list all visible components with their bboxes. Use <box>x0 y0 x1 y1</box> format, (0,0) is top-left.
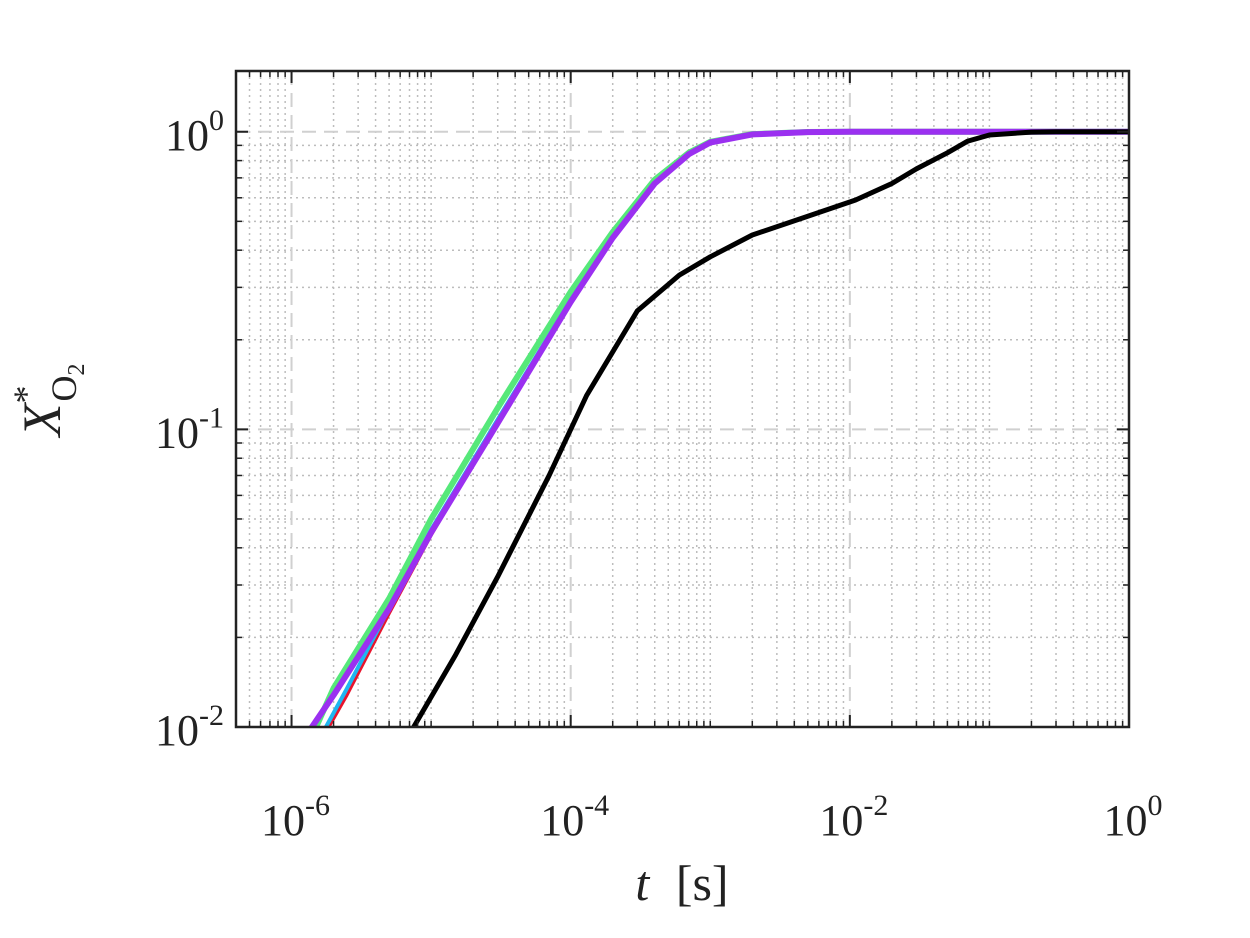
x-tick-exponent: -2 <box>863 789 888 822</box>
y-axis-superscript: * <box>6 386 46 404</box>
grid <box>235 71 1130 728</box>
series-line-4 <box>308 128 1129 727</box>
x-tick-label: 10-6 <box>261 789 330 845</box>
y-tick-exponent: 0 <box>209 104 224 137</box>
y-tick-label: 100 <box>165 104 224 160</box>
y-tick-label: 10-1 <box>155 401 224 457</box>
x-tick-base: 10 <box>261 796 305 845</box>
y-axis-subsubscript: 2 <box>64 364 90 376</box>
y-axis-subscript: O <box>44 376 84 402</box>
ticks <box>235 71 1130 728</box>
x-axis-unit: [s] <box>676 855 729 911</box>
y-tick-label: 10-2 <box>155 699 224 755</box>
x-tick-exponent: -6 <box>305 789 330 822</box>
x-tick-base: 10 <box>819 796 863 845</box>
x-tick-base: 10 <box>1104 796 1148 845</box>
y-axis-symbol: X <box>12 402 72 439</box>
y-axis-label: X*O2 <box>6 364 90 439</box>
x-tick-exponent: 0 <box>1148 789 1163 822</box>
y-tick-exponent: -2 <box>199 699 224 732</box>
x-tick-label: 10-4 <box>540 789 609 845</box>
x-tick-base: 10 <box>540 796 584 845</box>
y-tick-base: 10 <box>165 111 209 160</box>
x-tick-label: 10-2 <box>819 789 888 845</box>
x-tick-label: 100 <box>1104 789 1163 845</box>
series-line-5 <box>411 129 1129 727</box>
y-tick-exponent: -1 <box>199 401 224 434</box>
x-axis-label: t [s] <box>635 855 728 911</box>
x-tick-exponent: -4 <box>584 789 609 822</box>
x-axis-variable: t <box>635 855 650 911</box>
plot-frame <box>234 69 1131 729</box>
y-tick-base: 10 <box>155 408 199 457</box>
series-layer <box>308 128 1129 727</box>
y-tick-base: 10 <box>155 706 199 755</box>
